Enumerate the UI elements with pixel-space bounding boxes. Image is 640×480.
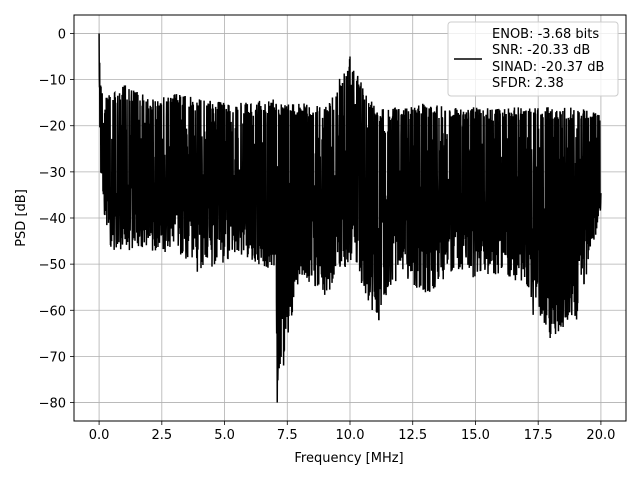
x-tick-label: 17.5 (524, 428, 553, 443)
y-tick-label: −20 (39, 120, 66, 135)
y-axis-label: PSD [dB] (14, 189, 29, 247)
y-tick-label: −10 (39, 74, 66, 89)
y-tick-label: 0 (58, 27, 66, 42)
plot-area (98, 33, 602, 403)
x-tick-label: 10.0 (336, 428, 365, 443)
x-tick-label: 15.0 (461, 428, 490, 443)
x-tick-label: 20.0 (586, 428, 615, 443)
x-tick-label: 12.5 (398, 428, 427, 443)
y-tick-label: −30 (39, 166, 66, 181)
y-tick-label: −40 (39, 212, 66, 227)
x-tick-label: 0.0 (89, 428, 110, 443)
legend-sinad: SINAD: -20.37 dB (492, 60, 604, 75)
y-tick-label: −60 (39, 304, 66, 319)
legend-enob: ENOB: -3.68 bits (492, 27, 599, 42)
y-tick-label: −50 (39, 258, 66, 273)
y-axis-ticks: 0 −10 −20 −30 −40 −50 −60 −70 −80 (39, 27, 74, 412)
legend: ENOB: -3.68 bits SNR: -20.33 dB SINAD: -… (447, 21, 619, 97)
legend-snr: SNR: -20.33 dB (492, 43, 590, 58)
y-tick-label: −70 (39, 350, 66, 365)
legend-box (447, 21, 619, 97)
x-axis-ticks: 0.0 2.5 5.0 7.5 10.0 12.5 15.0 17.5 20.0 (89, 421, 615, 443)
legend-sfdr: SFDR: 2.38 (492, 76, 564, 91)
x-tick-label: 2.5 (151, 428, 172, 443)
x-tick-label: 7.5 (277, 428, 298, 443)
x-axis-label: Frequency [MHz] (294, 451, 403, 466)
x-tick-label: 5.0 (214, 428, 235, 443)
psd-series-line (98, 33, 602, 403)
y-tick-label: −80 (39, 397, 66, 412)
